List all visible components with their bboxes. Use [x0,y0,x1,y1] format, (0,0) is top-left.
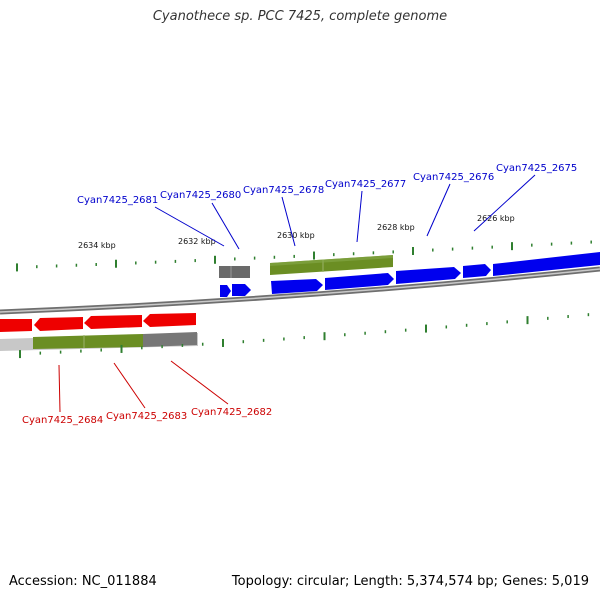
feature-grey-2681 [219,266,250,278]
scale-label-2632: 2632 kbp [178,237,216,246]
scale-label-2634: 2634 kbp [78,241,116,250]
page-title: Cyanothece sp. PCC 7425, complete genome [152,9,448,24]
gene-label-2677[interactable]: Cyan7425_2677 [325,179,406,190]
cds-reverse-b [34,317,83,331]
cds-reverse-2683 [143,313,196,327]
reverse-label-leaders [58,360,229,413]
cds-forward-2680 [232,284,251,296]
cds-reverse-a [0,319,32,332]
genome-summary-text: Topology: circular; Length: 5,374,574 bp… [231,574,589,589]
gene-label-2681[interactable]: Cyan7425_2681 [77,195,158,206]
feature-gene-reverse [33,334,143,349]
cds-forward-2675b [493,252,600,276]
scale-label-2630: 2630 kbp [277,231,315,240]
genome-backbone-highlight [0,268,600,313]
cds-forward-2677 [325,273,394,290]
accession-text: Accession: NC_011884 [9,574,157,589]
scale-label-2628: 2628 kbp [377,223,415,232]
gene-label-2678[interactable]: Cyan7425_2678 [243,185,324,196]
cds-forward-2681 [220,285,231,297]
feature-grey-reverse [143,332,197,347]
cds-forward-2678 [271,279,323,294]
scale-label-2626: 2626 kbp [477,214,515,223]
gene-label-2680[interactable]: Cyan7425_2680 [160,190,241,201]
gene-label-2682[interactable]: Cyan7425_2682 [191,407,272,418]
cds-reverse-2684 [84,315,142,329]
cds-forward-2676 [396,267,461,284]
cds-forward-2675a [463,264,491,278]
forward-label-leaders [154,174,536,250]
gene-label-2675[interactable]: Cyan7425_2675 [496,163,577,174]
scale-ticks-upper [16,240,592,272]
scale-ticks-lower [19,313,590,359]
gene-label-2684[interactable]: Cyan7425_2684 [22,415,103,426]
gene-label-2683[interactable]: Cyan7425_2683 [106,411,187,422]
gene-label-2676[interactable]: Cyan7425_2676 [413,172,494,183]
